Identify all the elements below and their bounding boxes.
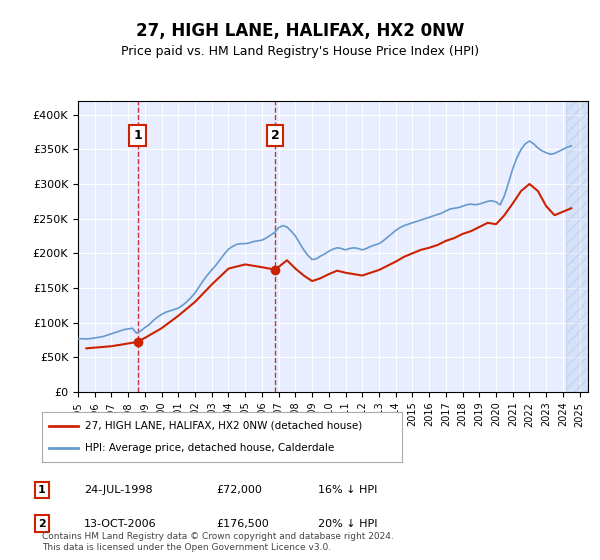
Text: 2: 2 (38, 519, 46, 529)
Text: £176,500: £176,500 (216, 519, 269, 529)
Text: 2: 2 (271, 129, 280, 142)
Text: 27, HIGH LANE, HALIFAX, HX2 0NW (detached house): 27, HIGH LANE, HALIFAX, HX2 0NW (detache… (85, 421, 362, 431)
Text: 1: 1 (133, 129, 142, 142)
Text: 27, HIGH LANE, HALIFAX, HX2 0NW: 27, HIGH LANE, HALIFAX, HX2 0NW (136, 22, 464, 40)
Bar (566, 101, 588, 392)
Text: HPI: Average price, detached house, Calderdale: HPI: Average price, detached house, Cald… (85, 443, 334, 453)
Text: 1: 1 (38, 485, 46, 495)
Text: £72,000: £72,000 (216, 485, 262, 495)
Text: 24-JUL-1998: 24-JUL-1998 (84, 485, 152, 495)
Text: Contains HM Land Registry data © Crown copyright and database right 2024.
This d: Contains HM Land Registry data © Crown c… (42, 532, 394, 552)
Text: 16% ↓ HPI: 16% ↓ HPI (318, 485, 377, 495)
Text: 20% ↓ HPI: 20% ↓ HPI (318, 519, 377, 529)
Text: Price paid vs. HM Land Registry's House Price Index (HPI): Price paid vs. HM Land Registry's House … (121, 45, 479, 58)
Text: 13-OCT-2006: 13-OCT-2006 (84, 519, 157, 529)
